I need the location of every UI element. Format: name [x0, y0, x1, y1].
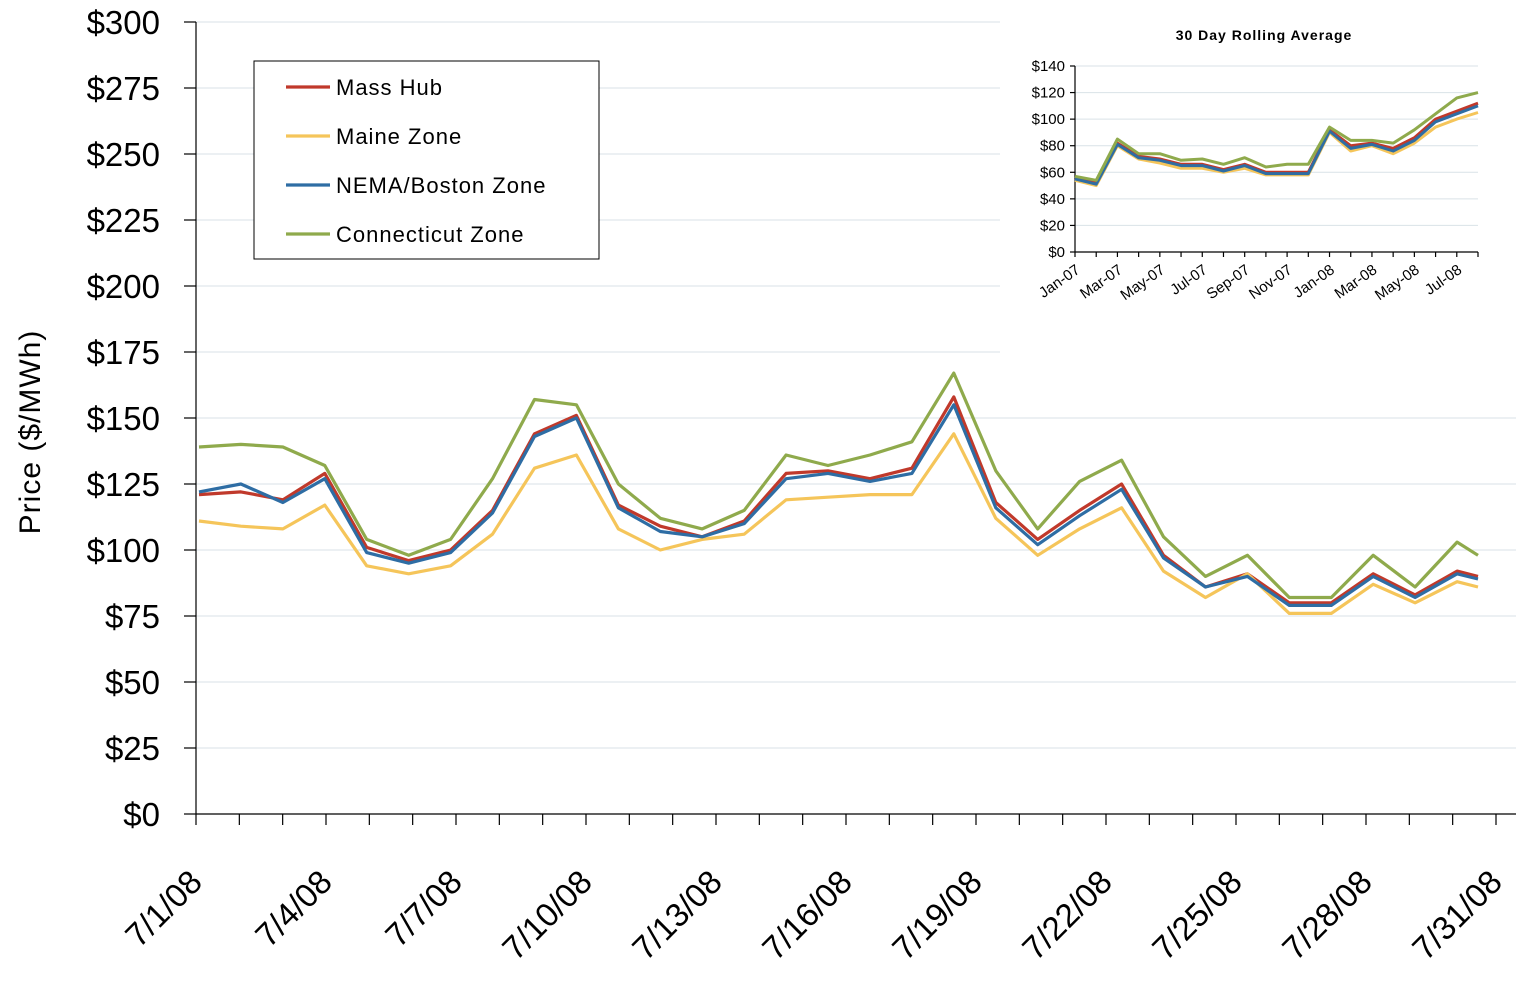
inset-series-lines — [1074, 91, 1479, 188]
inset-y-tick-label: $100 — [1032, 111, 1065, 128]
legend-label-maine-zone: Maine Zone — [336, 124, 462, 149]
inset-y-tick-label: $60 — [1040, 164, 1065, 181]
inset-chart: 30 Day Rolling Average $0 $20 $40 $60 $80 $10… — [1000, 14, 1526, 354]
inset-y-tick-label: $140 — [1032, 58, 1065, 75]
series-line-connecticut-zone — [198, 371, 1479, 600]
y-tick-label: $150 — [87, 400, 160, 437]
y-tick-label: $100 — [87, 532, 160, 569]
x-tick-label: 7/10/08 — [495, 863, 599, 967]
y-tick-label: $250 — [87, 136, 160, 173]
x-tick-label: 7/4/08 — [248, 863, 339, 954]
main-axes — [184, 21, 1516, 825]
inset-y-tick-label: $20 — [1040, 217, 1065, 234]
y-tick-label: $75 — [105, 598, 160, 635]
x-tick-label: 7/28/08 — [1275, 863, 1379, 967]
y-tick-label: $225 — [87, 202, 160, 239]
main-series-lines — [198, 371, 1479, 616]
x-tick-label: 7/25/08 — [1145, 863, 1249, 967]
x-tick-label: 7/31/08 — [1405, 863, 1509, 967]
main-y-tick-labels: $0 $25 $50 $75 $100 $125 $150 $175 $200 $225 $250 $… — [87, 4, 160, 833]
y-tick-label: $0 — [123, 796, 160, 833]
main-x-tick-labels: 7/1/08 7/4/08 7/7/08 7/10/08 7/13/08 7/16/08 7… — [118, 863, 1509, 967]
x-tick-label: 7/22/08 — [1015, 863, 1119, 967]
inset-series-line-nema-boston-zone — [1074, 104, 1479, 186]
y-tick-label: $125 — [87, 466, 160, 503]
y-tick-label: $300 — [87, 4, 160, 41]
series-line-maine-zone — [198, 432, 1479, 616]
legend: Mass Hub Maine Zone NEMA/Boston Zone Connec… — [253, 60, 600, 260]
y-tick-label: $175 — [87, 334, 160, 371]
x-tick-label: 7/13/08 — [625, 863, 729, 967]
inset-y-tick-label: $80 — [1040, 138, 1065, 155]
y-tick-label: $200 — [87, 268, 160, 305]
series-line-mass-hub — [198, 395, 1479, 605]
x-tick-label: 7/1/08 — [118, 863, 209, 954]
y-tick-label: $275 — [87, 70, 160, 107]
y-axis-label: Price ($/MWh) — [14, 330, 47, 535]
y-tick-label: $25 — [105, 730, 160, 767]
legend-label-mass-hub: Mass Hub — [336, 75, 443, 100]
inset-series-line-connecticut-zone — [1074, 91, 1479, 182]
x-tick-label: 7/19/08 — [885, 863, 989, 967]
inset-y-tick-label: $0 — [1048, 244, 1065, 261]
series-line-nema-boston-zone — [198, 403, 1479, 608]
legend-label-connecticut-zone: Connecticut Zone — [336, 222, 524, 247]
x-tick-label: 7/7/08 — [378, 863, 469, 954]
y-tick-label: $50 — [105, 664, 160, 701]
inset-axes — [1070, 65, 1479, 257]
inset-title: 30 Day Rolling Average — [1176, 27, 1353, 43]
inset-y-tick-labels: $0 $20 $40 $60 $80 $100 $120 $140 — [1032, 58, 1065, 261]
legend-label-nema-boston-zone: NEMA/Boston Zone — [336, 173, 546, 198]
inset-y-tick-label: $40 — [1040, 191, 1065, 208]
x-tick-label: 7/16/08 — [755, 863, 859, 967]
inset-y-tick-label: $120 — [1032, 85, 1065, 102]
